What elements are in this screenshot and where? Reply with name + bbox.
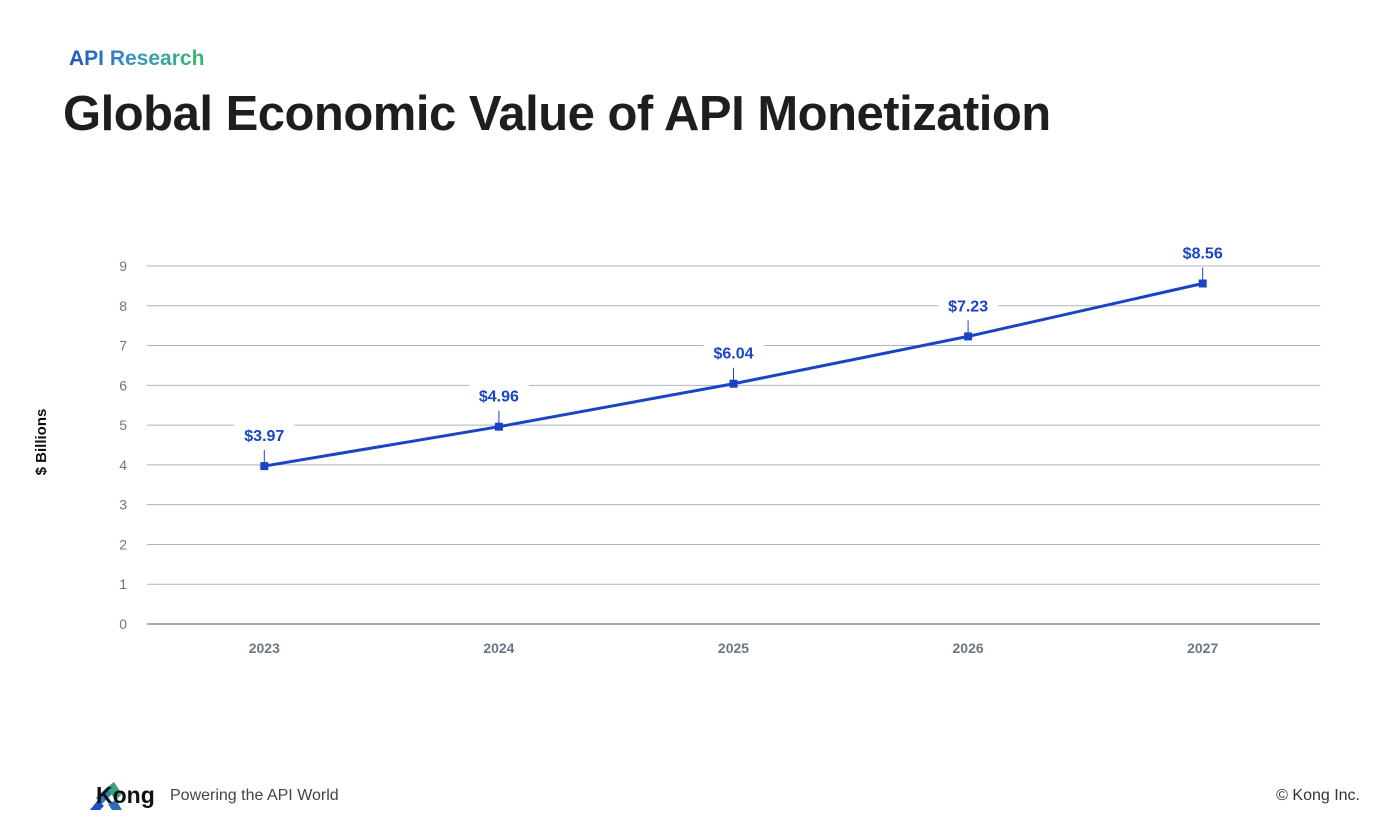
data-point [260, 462, 269, 471]
data-label: $7.23 [948, 298, 988, 315]
data-label-background [938, 294, 999, 317]
x-tick-label: 2023 [249, 640, 280, 656]
x-tick-label: 2024 [483, 640, 514, 656]
y-tick-label: 7 [119, 338, 127, 354]
page-title: Global Economic Value of API Monetizatio… [63, 87, 1051, 141]
y-axis-label: $ Billions [33, 409, 50, 476]
y-tick-label: 1 [119, 576, 127, 592]
y-tick-label: 9 [119, 258, 127, 274]
data-label-background [468, 384, 529, 407]
data-label: $3.97 [244, 428, 284, 445]
data-label-background [1172, 241, 1233, 264]
brand-name: Kong [96, 782, 155, 808]
data-label-background [234, 424, 295, 447]
eyebrow-label: API Research [69, 47, 205, 70]
y-tick-label: 3 [119, 497, 127, 513]
y-tick-label: 2 [119, 536, 127, 552]
data-label: $6.04 [713, 346, 753, 363]
data-label: $4.96 [479, 389, 519, 406]
y-tick-label: 4 [119, 457, 127, 473]
x-tick-label: 2027 [1187, 640, 1218, 656]
x-tick-label: 2025 [718, 640, 749, 656]
data-point [729, 379, 738, 388]
y-tick-label: 6 [119, 377, 127, 393]
kong-logo-icon [90, 782, 122, 810]
tagline: Powering the API World [170, 787, 339, 804]
data-point [494, 422, 503, 431]
x-tick-label: 2026 [953, 640, 984, 656]
copyright: © Kong Inc. [1276, 787, 1360, 804]
data-point [964, 332, 973, 341]
data-label-background [703, 341, 764, 364]
data-label: $8.56 [1183, 246, 1223, 263]
y-tick-label: 8 [119, 298, 127, 314]
data-point [1198, 279, 1207, 288]
y-tick-label: 0 [119, 616, 127, 632]
y-tick-label: 5 [119, 417, 127, 433]
